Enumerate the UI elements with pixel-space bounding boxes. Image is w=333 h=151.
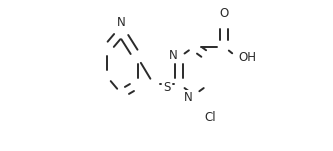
Text: Cl: Cl bbox=[204, 111, 216, 124]
Text: N: N bbox=[169, 50, 178, 63]
Text: O: O bbox=[219, 7, 228, 20]
Text: OH: OH bbox=[238, 51, 256, 64]
Text: N: N bbox=[117, 16, 126, 29]
Text: N: N bbox=[184, 91, 193, 104]
Text: S: S bbox=[164, 81, 171, 94]
